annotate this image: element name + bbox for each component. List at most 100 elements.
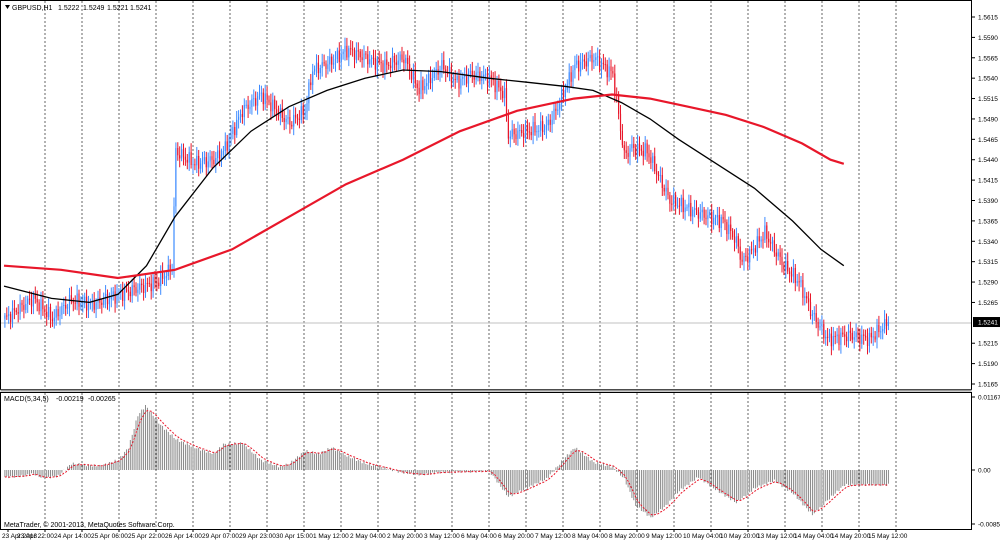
candle [872, 327, 874, 346]
candle [241, 105, 243, 124]
candle [295, 107, 297, 124]
candle [528, 122, 530, 140]
candle [314, 65, 316, 75]
candle [108, 292, 110, 312]
candle [46, 304, 48, 326]
candle [836, 327, 838, 344]
candle [583, 54, 585, 69]
candle [407, 50, 409, 71]
candle [68, 287, 71, 317]
candle [806, 292, 808, 304]
candle [542, 115, 544, 141]
candle [86, 289, 88, 319]
macd-label: MACD(5,34,5) [4, 396, 49, 403]
candle [437, 60, 439, 81]
candle [637, 134, 639, 163]
candle [298, 110, 300, 129]
candle [602, 53, 604, 70]
candle [181, 143, 183, 162]
candle [27, 295, 29, 313]
candle [36, 290, 38, 312]
candle [53, 309, 55, 329]
candle [471, 61, 473, 83]
candle [160, 265, 162, 295]
candle [568, 63, 570, 94]
candle [781, 248, 783, 273]
copyright-text: MetaTrader, © 2001-2013, MetaQuotes Soft… [4, 521, 175, 529]
candle [234, 122, 236, 144]
candle [279, 104, 281, 126]
price-tick-label: 1.5365 [978, 218, 998, 225]
candle [733, 229, 736, 252]
panel-separator[interactable] [0, 389, 972, 392]
candle [350, 40, 352, 56]
candle [405, 54, 407, 70]
candle [13, 300, 15, 320]
candle [743, 252, 745, 271]
candle [393, 52, 395, 71]
candle [401, 46, 403, 63]
candle [268, 95, 270, 106]
candle [532, 116, 534, 145]
candle [690, 195, 692, 222]
candle [502, 85, 504, 103]
candle [296, 113, 299, 126]
candle [276, 100, 278, 121]
candle [302, 102, 304, 124]
candle [177, 142, 179, 161]
candle [773, 232, 775, 257]
candle [422, 76, 424, 100]
candle [188, 146, 190, 171]
candle [627, 145, 629, 164]
candle [133, 276, 135, 296]
candle [106, 289, 109, 310]
candle [238, 110, 240, 129]
candle [209, 150, 211, 168]
candle [737, 233, 739, 254]
candle [300, 98, 302, 124]
candle [228, 133, 230, 159]
candle [572, 65, 574, 89]
candle [570, 66, 572, 88]
candle [669, 191, 671, 212]
candle [289, 109, 291, 134]
candle [42, 291, 44, 316]
candle [308, 79, 310, 111]
candle [173, 197, 175, 278]
candle [790, 266, 793, 283]
price-tick-label: 1.5340 [978, 239, 998, 246]
candle [17, 304, 19, 323]
candle [800, 275, 802, 288]
candle [6, 307, 8, 320]
candle [165, 270, 167, 286]
candle [182, 143, 185, 166]
candle [207, 152, 209, 174]
candle [775, 243, 777, 266]
candle [825, 330, 827, 346]
candle [629, 144, 631, 166]
time-tick-label: 29 Apr 23:00 [239, 533, 276, 540]
candle [524, 119, 527, 143]
candle [49, 303, 52, 328]
candle [671, 195, 673, 212]
candle [213, 150, 215, 167]
candle [253, 89, 255, 107]
candle [659, 166, 661, 183]
candle [488, 66, 490, 89]
candle [338, 42, 340, 71]
candle [429, 66, 432, 90]
candle [730, 216, 732, 240]
candle [135, 282, 137, 297]
candle [167, 255, 169, 281]
candle [220, 148, 223, 167]
chart-menu-triangle-icon[interactable] [5, 5, 10, 9]
candle [116, 284, 118, 308]
candle [802, 272, 804, 306]
candle [500, 78, 502, 100]
candle [291, 121, 293, 130]
candle [148, 276, 150, 288]
candle [179, 146, 181, 168]
